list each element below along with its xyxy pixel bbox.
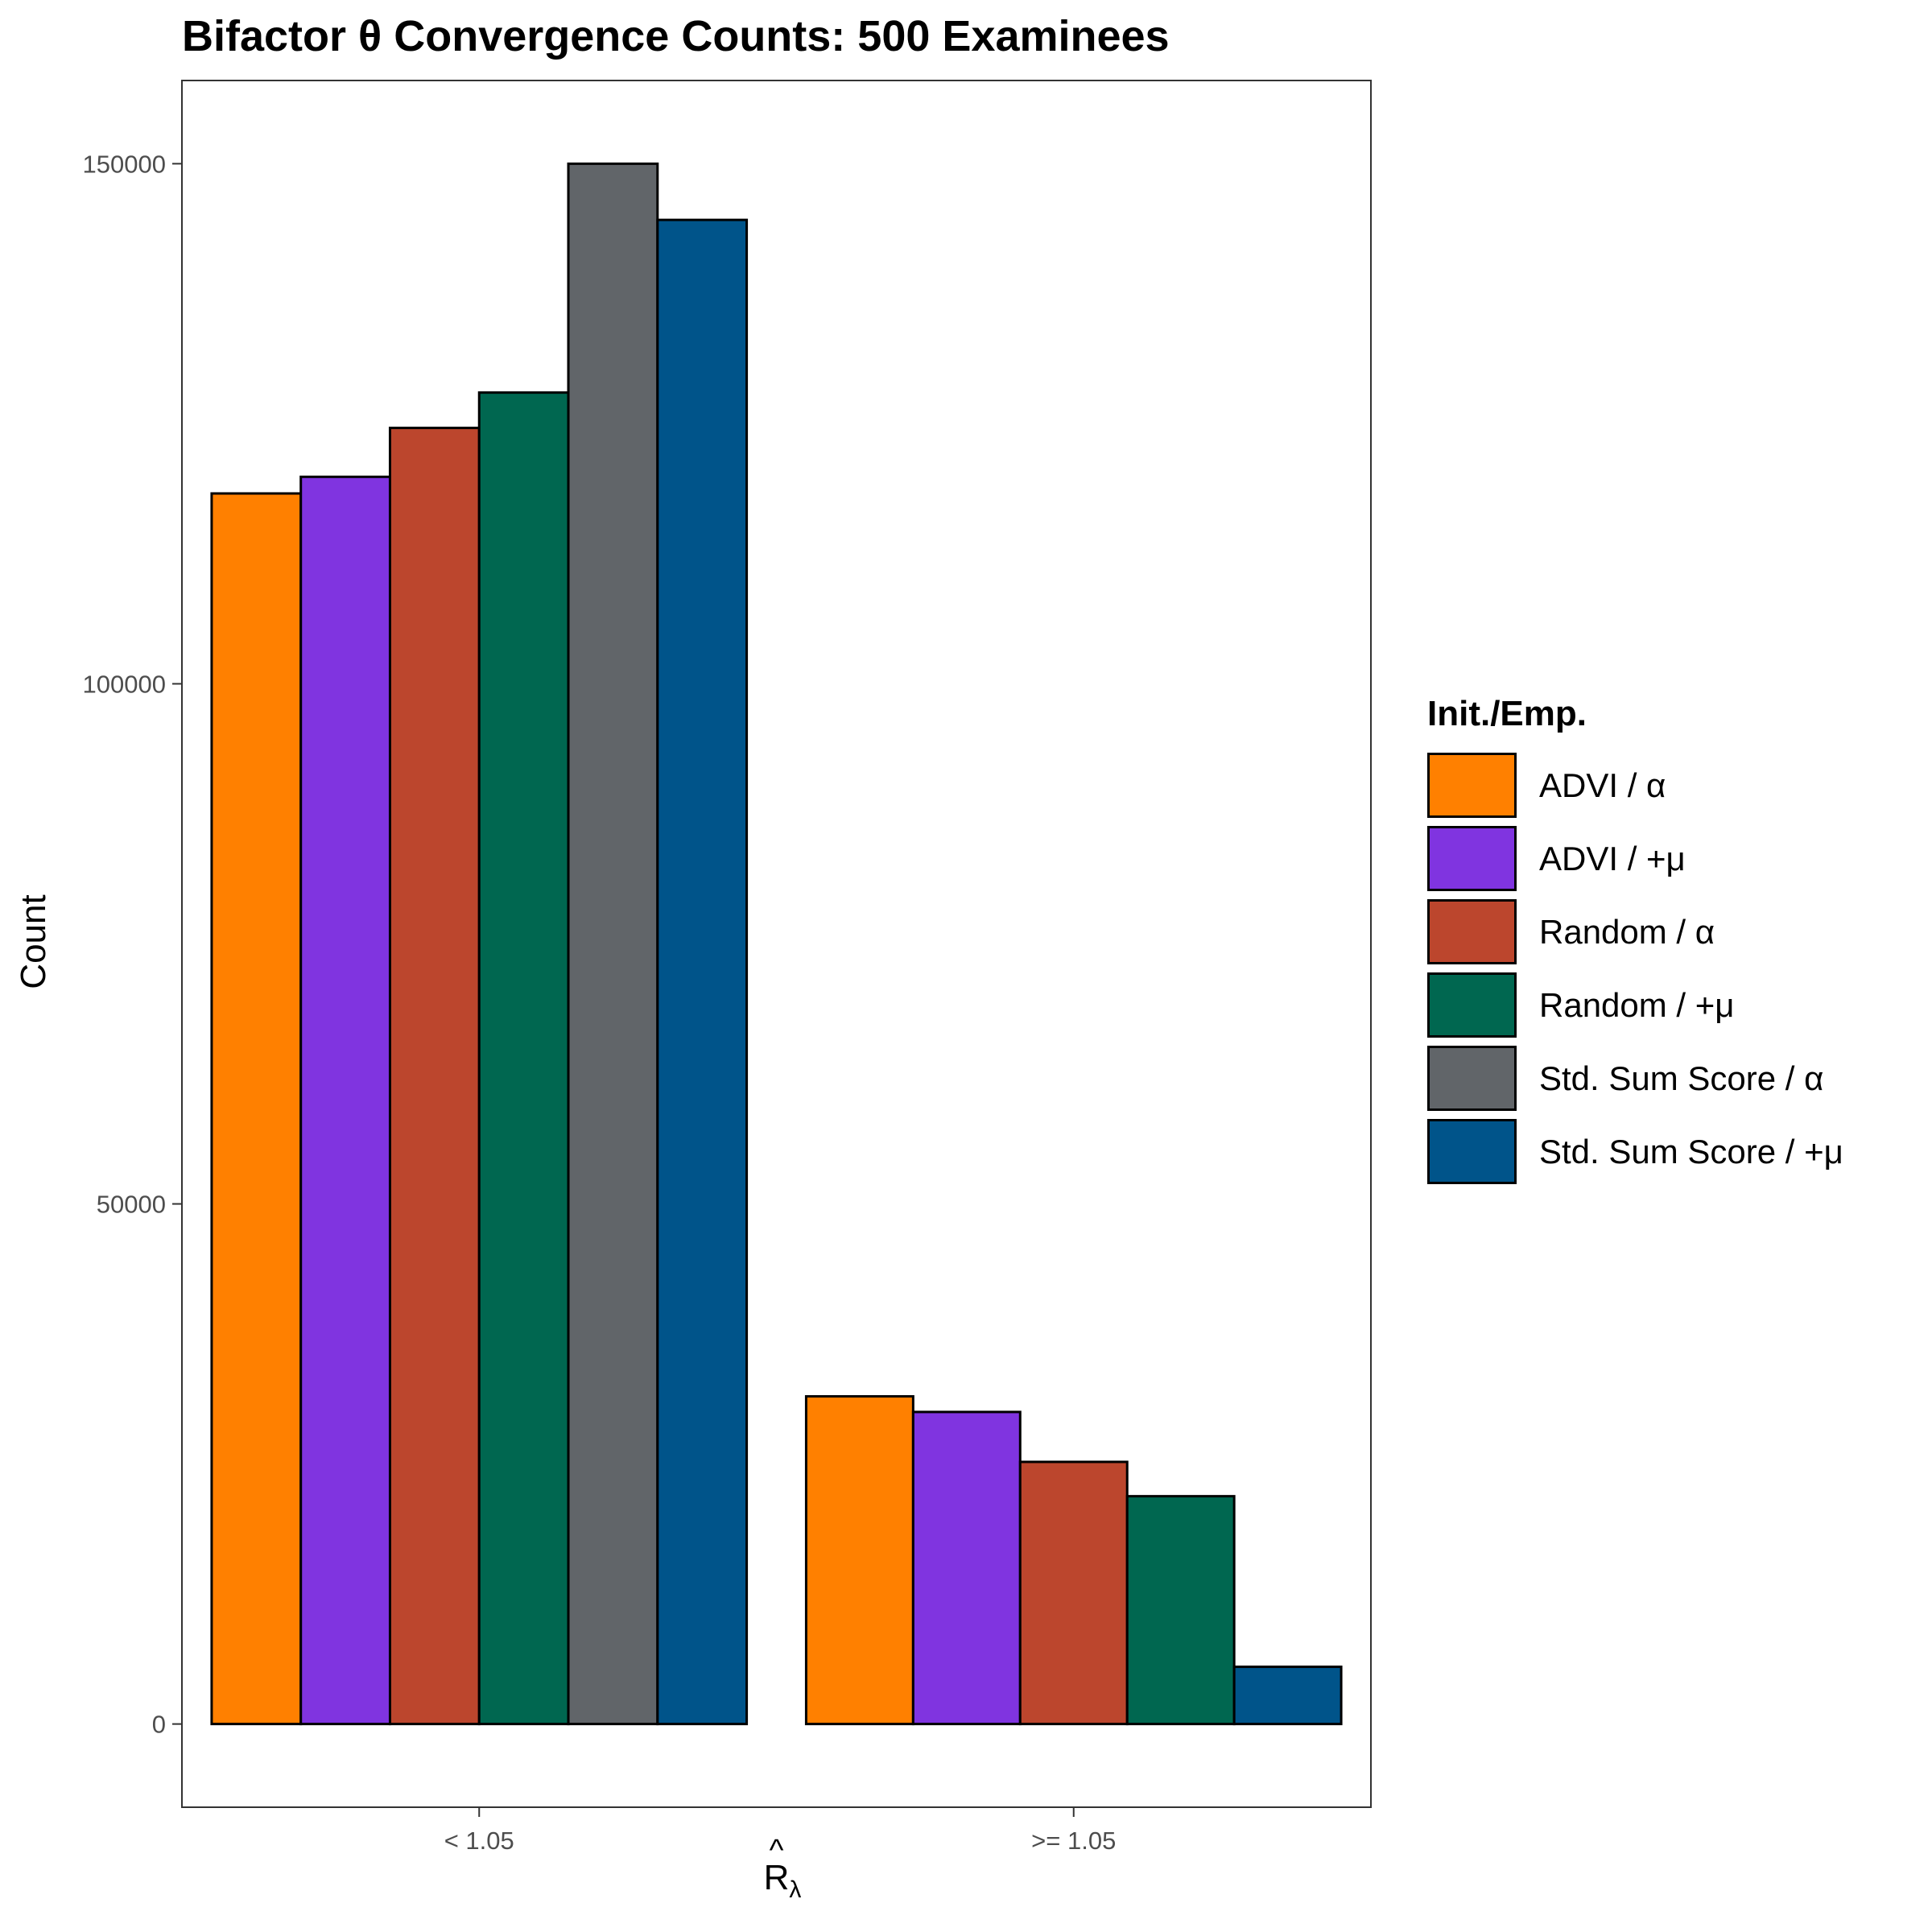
panel-border	[181, 80, 1372, 1808]
bar	[567, 162, 659, 1726]
x-axis-label-subscript: λ	[789, 1876, 802, 1903]
legend: Init./Emp. ADVI / α ADVI / +μ Random / α Ra…	[1427, 694, 1843, 1188]
bar	[911, 1410, 1022, 1726]
legend-item: ADVI / α	[1427, 749, 1843, 822]
y-tick-label: 100000	[83, 670, 166, 698]
legend-label: ADVI / α	[1539, 766, 1666, 804]
legend-swatch	[1427, 1119, 1517, 1184]
legend-title: Init./Emp.	[1427, 694, 1587, 733]
y-tick-label: 0	[152, 1711, 166, 1739]
bar	[299, 475, 391, 1726]
bar	[1018, 1460, 1129, 1726]
legend-label: Std. Sum Score / +μ	[1539, 1132, 1843, 1170]
legend-swatch	[1427, 899, 1517, 964]
bar	[477, 391, 570, 1726]
x-axis-label: Rλ	[764, 1858, 802, 1904]
legend-item: ADVI / +μ	[1427, 822, 1843, 895]
legend-swatch	[1427, 972, 1517, 1038]
legend-label: ADVI / +μ	[1539, 839, 1686, 877]
x-tick-label: < 1.05	[444, 1827, 514, 1855]
legend-swatch	[1427, 753, 1517, 818]
y-tick-label: 50000	[97, 1191, 166, 1219]
legend-label: Std. Sum Score / α	[1539, 1059, 1824, 1097]
legend-swatch	[1427, 1046, 1517, 1111]
bar	[210, 492, 303, 1726]
legend-item: Std. Sum Score / α	[1427, 1042, 1843, 1115]
x-tick-label: >= 1.05	[1031, 1827, 1116, 1855]
x-axis-label-base: R	[764, 1858, 790, 1897]
legend-item: Random / +μ	[1427, 968, 1843, 1042]
bar	[388, 427, 481, 1726]
legend-label: Random / α	[1539, 912, 1715, 951]
bar	[1232, 1666, 1343, 1726]
chart-title: Bifactor θ Convergence Counts: 500 Exami…	[182, 12, 1170, 60]
y-axis-label: Count	[14, 894, 53, 989]
bar	[656, 218, 749, 1726]
bar	[1125, 1495, 1236, 1726]
legend-label: Random / +μ	[1539, 985, 1735, 1024]
y-tick-label: 150000	[83, 150, 166, 178]
legend-item: Std. Sum Score / +μ	[1427, 1115, 1843, 1188]
legend-item: Random / α	[1427, 895, 1843, 968]
bar	[804, 1395, 914, 1726]
legend-swatch	[1427, 826, 1517, 891]
